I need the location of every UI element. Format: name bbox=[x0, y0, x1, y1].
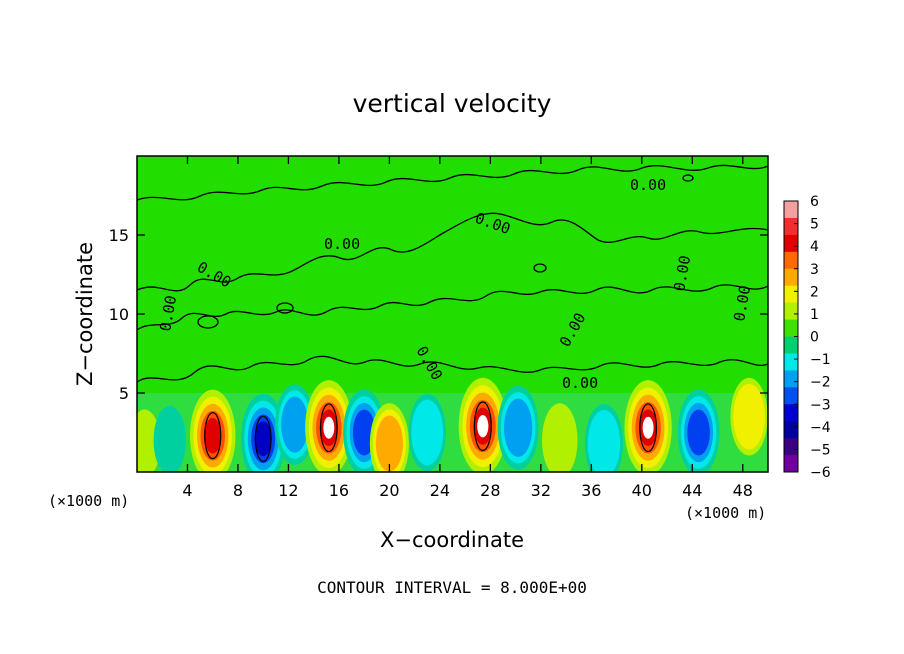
colorbar-tick-label: 0 bbox=[810, 330, 819, 346]
cell-core-contour bbox=[639, 403, 657, 453]
y-tick-label: 10 bbox=[109, 305, 129, 324]
chart-title: vertical velocity bbox=[353, 89, 552, 118]
colorbar-swatch bbox=[784, 217, 798, 236]
field-contour-band bbox=[375, 415, 403, 472]
field-contour-band bbox=[541, 403, 578, 472]
x-tick-label: 24 bbox=[430, 481, 450, 500]
x-tick-label: 12 bbox=[278, 481, 298, 500]
field-contour-band bbox=[503, 398, 533, 457]
colorbar-tick-label: −4 bbox=[810, 420, 831, 436]
field-contour-band bbox=[254, 421, 272, 457]
updraft-cell bbox=[305, 380, 353, 472]
colorbar-swatch bbox=[784, 404, 798, 422]
contour-label: 0.00 bbox=[156, 294, 180, 333]
colorbar-swatch bbox=[784, 353, 798, 371]
contour-label: 0.00 bbox=[670, 254, 694, 293]
downdraft-cell bbox=[153, 405, 187, 472]
field-contour-band bbox=[352, 409, 376, 456]
field-contour-band bbox=[153, 405, 187, 472]
colorbar-swatch bbox=[784, 387, 798, 405]
x-tick-label: 16 bbox=[329, 481, 349, 500]
field-contour-band bbox=[687, 409, 710, 456]
contour-label: 0.00 bbox=[730, 284, 754, 323]
colorbar: 6 5 4 3 2 1 0 −1 −2 −3 −4 −5 −6 bbox=[783, 194, 831, 481]
x-tick-label: 32 bbox=[531, 481, 551, 500]
colorbar-swatch bbox=[784, 285, 798, 304]
cell-core-contour bbox=[473, 401, 492, 451]
y-tick-label: 5 bbox=[119, 384, 129, 403]
x-tick-label: 44 bbox=[682, 481, 702, 500]
x-tick-label: 36 bbox=[581, 481, 601, 500]
zero-contour-lines bbox=[137, 164, 768, 383]
x-axis-title: X−coordinate bbox=[380, 528, 524, 552]
x-tick-label: 20 bbox=[379, 481, 399, 500]
y-tick-label: 15 bbox=[109, 226, 129, 245]
updraft-cell bbox=[541, 403, 578, 472]
x-tick-label: 28 bbox=[480, 481, 500, 500]
updraft-cell bbox=[730, 377, 768, 456]
updraft-cell bbox=[369, 403, 409, 472]
downdraft-cell bbox=[275, 384, 315, 465]
field-contour-band bbox=[642, 416, 654, 439]
x-tick-label: 4 bbox=[182, 481, 192, 500]
colorbar-swatch bbox=[784, 201, 798, 219]
updraft-cell bbox=[458, 377, 507, 472]
colorbar-tick-label: 6 bbox=[810, 194, 819, 210]
colorbar-swatch bbox=[784, 234, 798, 253]
colorbar-swatch bbox=[784, 455, 798, 473]
cell-core-contour bbox=[319, 403, 338, 453]
velocity-field bbox=[137, 377, 768, 472]
colorbar-tick-label: −1 bbox=[810, 352, 831, 368]
colorbar-tick-label: −2 bbox=[810, 375, 831, 391]
y-axis: 5 10 15 bbox=[109, 226, 768, 403]
colorbar-swatch bbox=[784, 370, 798, 388]
field-contour-band bbox=[477, 415, 489, 438]
field-contour-band bbox=[281, 396, 309, 453]
downdraft-cell bbox=[408, 393, 446, 472]
colorbar-tick-label: 4 bbox=[810, 239, 819, 255]
updraft-cell bbox=[189, 389, 236, 472]
downdraft-cell bbox=[497, 385, 539, 470]
field-contour-band bbox=[203, 417, 222, 454]
colorbar-swatch bbox=[784, 251, 798, 270]
x-tick-label: 48 bbox=[733, 481, 753, 500]
field-contour-band bbox=[411, 399, 444, 466]
colorbar-swatch bbox=[784, 302, 798, 321]
field-contour-band bbox=[323, 416, 335, 439]
colorbar-tick-label: 5 bbox=[810, 217, 819, 233]
colorbar-tick-label: −5 bbox=[810, 442, 831, 458]
colorbar-tick-label: 2 bbox=[810, 284, 819, 300]
x-tick-label: 8 bbox=[233, 481, 243, 500]
contour-label: 0.00 bbox=[562, 374, 598, 392]
field-contour-band bbox=[137, 409, 161, 472]
colorbar-tick-label: −3 bbox=[810, 397, 831, 413]
colorbar-swatch bbox=[784, 268, 798, 287]
contour-interval-text: CONTOUR INTERVAL = 8.000E+00 bbox=[317, 578, 587, 597]
updraft-cell bbox=[137, 409, 161, 472]
colorbar-swatch bbox=[784, 421, 798, 439]
colorbar-tick-label: 1 bbox=[810, 307, 819, 323]
field-contour-band bbox=[587, 410, 621, 472]
downdraft-cell bbox=[584, 403, 624, 472]
colorbar-swatch bbox=[784, 336, 798, 354]
colorbar-swatch bbox=[784, 319, 798, 337]
colorbar-tick-label: −6 bbox=[810, 465, 831, 481]
downdraft-cell bbox=[240, 393, 286, 472]
x-unit-right: (×1000 m) bbox=[685, 504, 766, 522]
contour-label: 0.00 bbox=[324, 235, 360, 253]
cell-core-contour bbox=[254, 415, 272, 463]
x-tick-label: 40 bbox=[632, 481, 652, 500]
contour-label: 0.00 bbox=[630, 176, 666, 194]
x-axis: 4 8 12 16 20 24 28 32 36 40 44 48 bbox=[182, 156, 753, 500]
colorbar-swatch bbox=[784, 438, 798, 456]
updraft-cell bbox=[624, 380, 672, 472]
x-unit-left: (×1000 m) bbox=[48, 492, 129, 510]
colorbar-tick-label: 3 bbox=[810, 262, 819, 278]
cell-core-contour bbox=[204, 412, 222, 460]
field-contour-band bbox=[733, 383, 765, 450]
downdraft-cell bbox=[677, 389, 720, 472]
y-axis-title: Z−coordinate bbox=[73, 242, 97, 386]
